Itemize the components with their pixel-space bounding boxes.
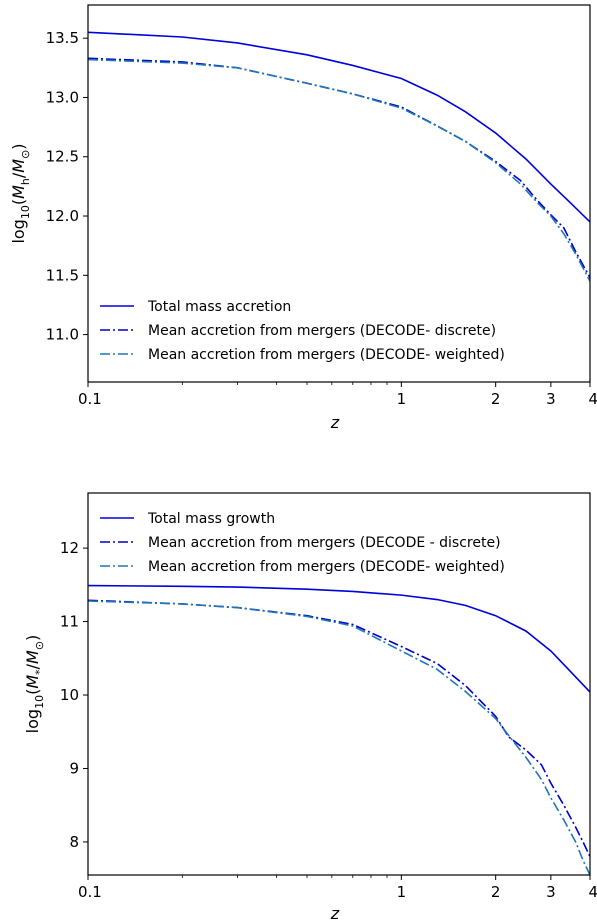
y-axis-label: log10(M*/M⊙) [23, 635, 46, 734]
series-line-2 [88, 600, 590, 875]
x-tick-label: 0.1 [78, 390, 102, 408]
x-axis-label: z [330, 904, 340, 923]
x-tick-label: 3 [546, 883, 556, 901]
x-tick-label: 0.1 [78, 883, 102, 901]
y-tick-label: 11 [60, 613, 79, 631]
y-tick-label: 13.0 [46, 88, 79, 106]
halo-mass-panel: 0.1 1 2 3 4 11.0 11.5 12.0 12.5 13.0 13.5 z log10(Mh… [9, 4, 597, 432]
y-tick-label: 9 [69, 759, 79, 777]
series-line-2 [88, 58, 590, 282]
x-tick-label: 4 [588, 883, 597, 901]
y-tick-label: 8 [69, 833, 79, 851]
y-tick-label: 10 [60, 686, 79, 704]
x-tick-label: 3 [546, 390, 556, 408]
legend-label-2: Mean accretion from mergers (DECODE- wei… [148, 559, 505, 575]
y-tick-label: 11.0 [46, 326, 79, 344]
series-line-1 [88, 599, 590, 857]
legend-label-1: Mean accretion from mergers (DECODE- dis… [148, 323, 496, 339]
y-tick-label: 13.5 [46, 29, 79, 47]
legend-label-0: Total mass growth [147, 511, 275, 527]
axes-frame [87, 4, 591, 383]
legend-label-2: Mean accretion from mergers (DECODE- wei… [148, 347, 505, 363]
y-tick-label: 12 [60, 539, 79, 557]
y-axis-label: log10(Mh/M⊙) [9, 143, 32, 243]
axes-frame [87, 492, 591, 876]
y-tick-label: 12.0 [46, 207, 79, 225]
x-tick-label: 2 [491, 390, 501, 408]
x-tick-label: 1 [397, 390, 407, 408]
y-tick-label: 12.5 [46, 148, 79, 166]
x-tick-label: 1 [397, 883, 407, 901]
x-tick-label: 2 [491, 883, 501, 901]
series-line-0 [88, 584, 590, 693]
series-line-0 [88, 31, 590, 223]
legend-label-1: Mean accretion from mergers (DECODE - di… [148, 535, 501, 551]
y-tick-label: 11.5 [46, 266, 79, 284]
x-axis-label: z [330, 413, 340, 432]
x-tick-label: 4 [588, 390, 597, 408]
legend-label-0: Total mass accretion [147, 299, 291, 315]
